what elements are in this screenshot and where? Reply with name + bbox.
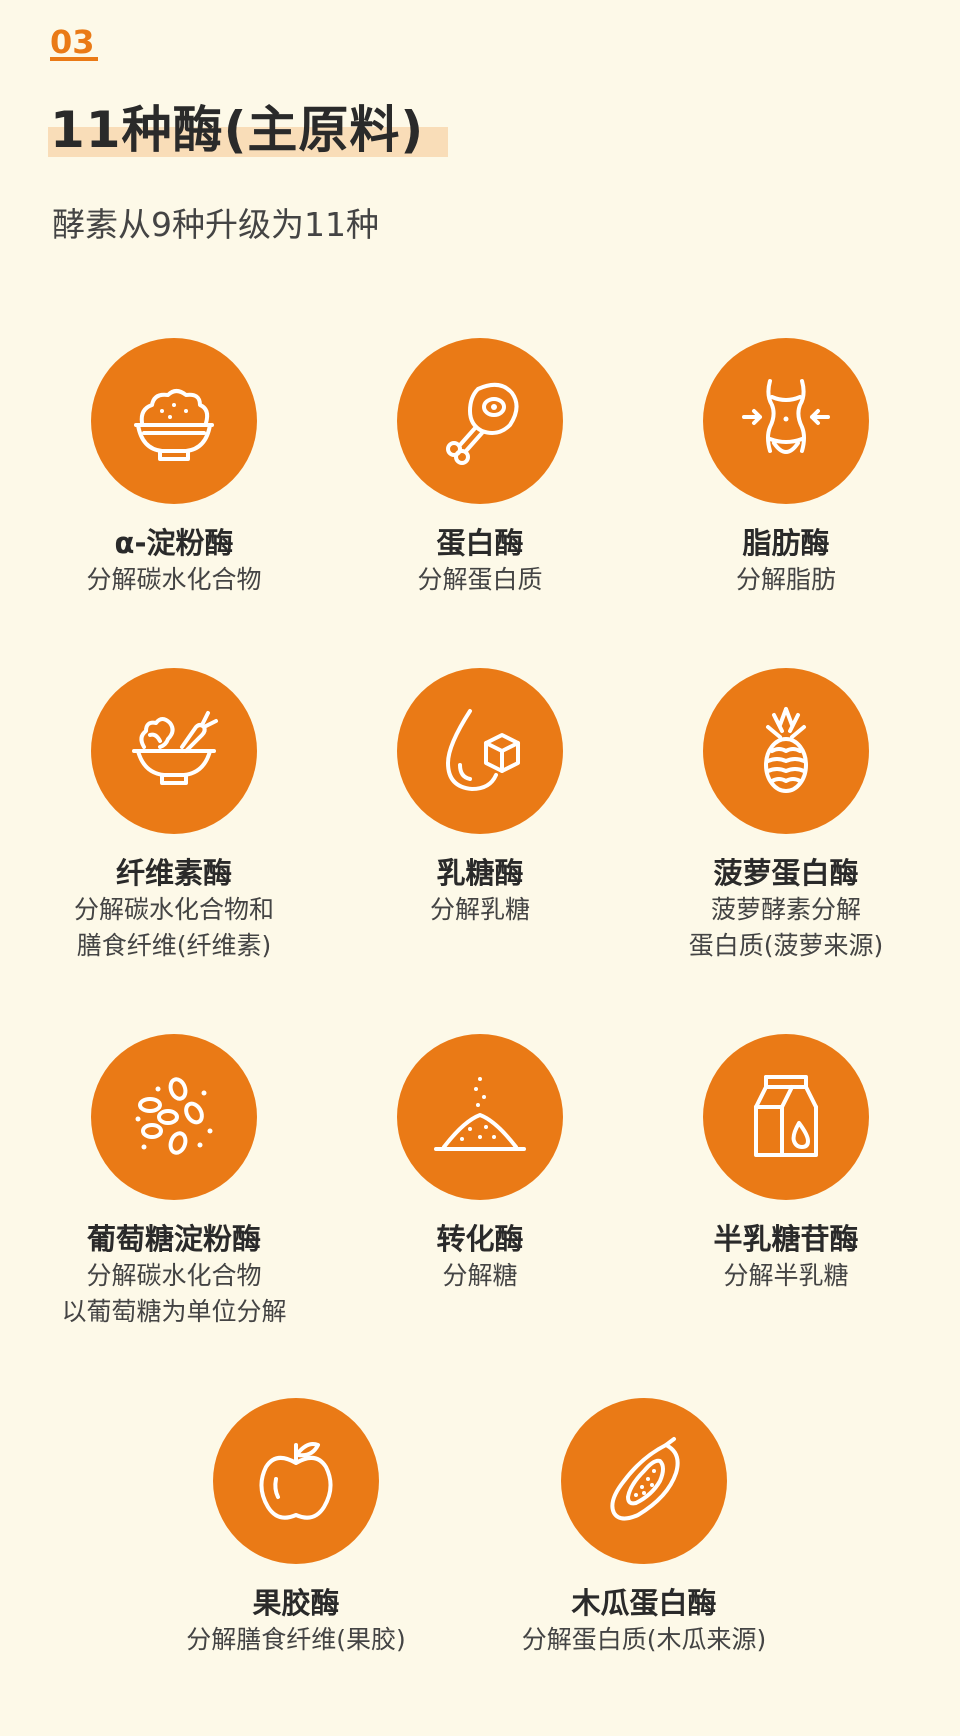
enzyme-desc: 分解乳糖 [429,895,530,924]
enzyme-desc: 分解糖 [442,1261,518,1290]
icon-circle [703,1034,869,1200]
icon-circle [703,668,869,834]
enzyme-name: 纤维素酶 [115,856,232,890]
enzyme-item-lipase: 脂肪酶 分解脂肪 [636,338,936,598]
enzyme-desc: 分解碳水化合物和 [73,895,274,924]
enzyme-item-protease: 蛋白酶 分解蛋白质 [330,338,630,598]
enzyme-name: 蛋白酶 [436,526,524,560]
enzyme-name: 木瓜蛋白酶 [571,1586,717,1620]
section-number-underline [50,57,98,61]
rice-bowl-icon [134,389,214,461]
enzyme-name: 葡萄糖淀粉酶 [86,1222,261,1256]
icon-circle [213,1398,379,1564]
enzyme-name: 乳糖酶 [436,856,524,890]
pineapple-icon [764,707,808,793]
enzyme-desc: 分解脂肪 [735,565,836,594]
enzyme-item-lactase: 乳糖酶 分解乳糖 [330,668,630,928]
enzyme-name: α-淀粉酶 [114,526,234,560]
enzyme-desc: 分解膳食纤维(果胶) [186,1625,406,1654]
icon-circle [397,1034,563,1200]
drop-sugar-cube-icon [446,709,520,791]
icon-circle [91,1034,257,1200]
enzyme-desc: 分解半乳糖 [723,1261,849,1290]
meat-drumstick-icon [446,382,519,465]
enzyme-desc: 膳食纤维(纤维素) [76,931,272,960]
icon-circle [91,668,257,834]
enzyme-name: 果胶酶 [252,1586,340,1620]
enzyme-name: 半乳糖苷酶 [713,1222,859,1256]
enzyme-name: 菠萝蛋白酶 [713,856,859,890]
enzyme-desc: 分解碳水化合物 [86,565,262,594]
salad-bowl-icon [132,711,218,785]
enzyme-desc: 分解蛋白质(木瓜来源) [521,1625,767,1654]
grains-icon [135,1077,213,1155]
enzyme-item-bromelain: 菠萝蛋白酶 菠萝酵素分解 蛋白质(菠萝来源) [636,668,936,964]
enzyme-desc: 分解蛋白质 [417,565,543,594]
enzyme-desc: 以葡萄糖为单位分解 [61,1297,287,1326]
icon-circle [703,338,869,504]
enzyme-item-cellulase: 纤维素酶 分解碳水化合物和 膳食纤维(纤维素) [24,668,324,964]
page-subtitle: 酵素从9种升级为11种 [52,205,379,244]
papaya-icon [610,1437,680,1521]
icon-circle [397,338,563,504]
enzyme-desc: 菠萝酵素分解 [710,895,861,924]
enzyme-desc: 分解碳水化合物 [86,1261,262,1290]
enzyme-item-pectinase: 果胶酶 分解膳食纤维(果胶) [146,1398,446,1658]
enzyme-desc: 蛋白质(菠萝来源) [688,931,884,960]
enzyme-item-invertase: 转化酶 分解糖 [330,1034,630,1294]
apple-icon [259,1442,333,1520]
enzyme-item-glucoamylase: 葡萄糖淀粉酶 分解碳水化合物 以葡萄糖为单位分解 [24,1034,324,1330]
enzyme-name: 脂肪酶 [742,526,830,560]
icon-circle [91,338,257,504]
enzyme-item-galactosidase: 半乳糖苷酶 分解半乳糖 [636,1034,936,1294]
enzyme-item-alpha-amylase: α-淀粉酶 分解碳水化合物 [24,338,324,598]
page-title: 11种酶(主原料) [50,101,425,159]
title-highlight [48,127,448,157]
milk-carton-icon [754,1075,818,1157]
waist-body-icon [742,379,830,454]
enzyme-name: 转化酶 [436,1222,524,1256]
section-number: 03 [50,23,95,61]
icon-circle [561,1398,727,1564]
enzyme-item-papain: 木瓜蛋白酶 分解蛋白质(木瓜来源) [494,1398,794,1658]
icon-circle [397,668,563,834]
sugar-pile-icon [434,1077,526,1151]
